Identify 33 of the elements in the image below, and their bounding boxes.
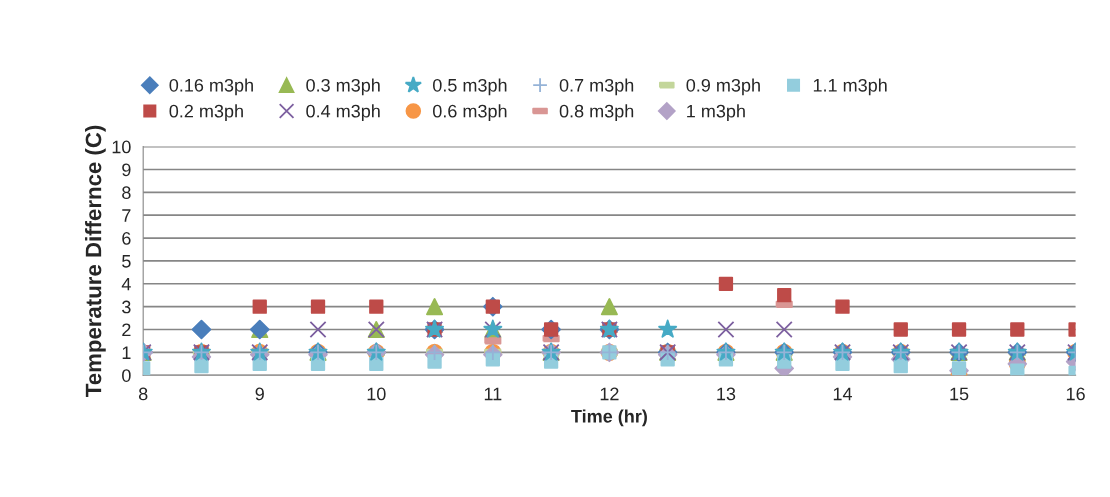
y-tick-label: 8 — [122, 186, 131, 200]
y-tick-label: 7 — [122, 209, 131, 222]
x-tick-label: 10 — [367, 387, 386, 401]
y-tick-label: 5 — [122, 255, 131, 268]
legend-label: 0.16 m3ph — [169, 78, 253, 96]
y-tick-label: 4 — [121, 277, 131, 291]
legend-label: 1 m3ph — [687, 104, 745, 122]
legend-label: 0.7 m3ph — [559, 78, 634, 96]
x-tick-label: 15 — [950, 387, 969, 401]
legend-label: 0.6 m3ph — [432, 104, 507, 122]
y-tick-label: 3 — [122, 300, 131, 314]
y-tick-label: 2 — [122, 323, 131, 337]
y-tick-label: 0 — [122, 369, 131, 382]
x-tick-label: 9 — [255, 387, 264, 401]
x-tick-label: 12 — [600, 387, 619, 401]
legend-label: 1.1 m3ph — [813, 78, 887, 96]
legend-label: 0.5 m3ph — [432, 78, 507, 96]
y-tick-label: 10 — [112, 140, 131, 154]
y-tick-label: 6 — [122, 232, 131, 245]
y-tick-label: 9 — [122, 163, 131, 177]
legend-label: 0.3 m3ph — [306, 78, 380, 96]
x-axis-title: Time (hr) — [571, 409, 647, 427]
x-tick-label: 13 — [717, 387, 736, 401]
y-axis-title: Temperature Differnce (C) — [85, 125, 106, 397]
x-tick-label: 8 — [138, 387, 148, 401]
x-tick-label: 11 — [484, 387, 502, 401]
x-tick-label: 14 — [833, 387, 852, 401]
legend-label: 0.9 m3ph — [686, 78, 760, 96]
legend-label: 0.2 m3ph — [169, 104, 243, 122]
x-tick-label: 16 — [1066, 387, 1085, 401]
y-tick-label: 1 — [122, 346, 131, 359]
legend-label: 0.8 m3ph — [559, 104, 634, 122]
legend-label: 0.4 m3ph — [306, 104, 380, 122]
